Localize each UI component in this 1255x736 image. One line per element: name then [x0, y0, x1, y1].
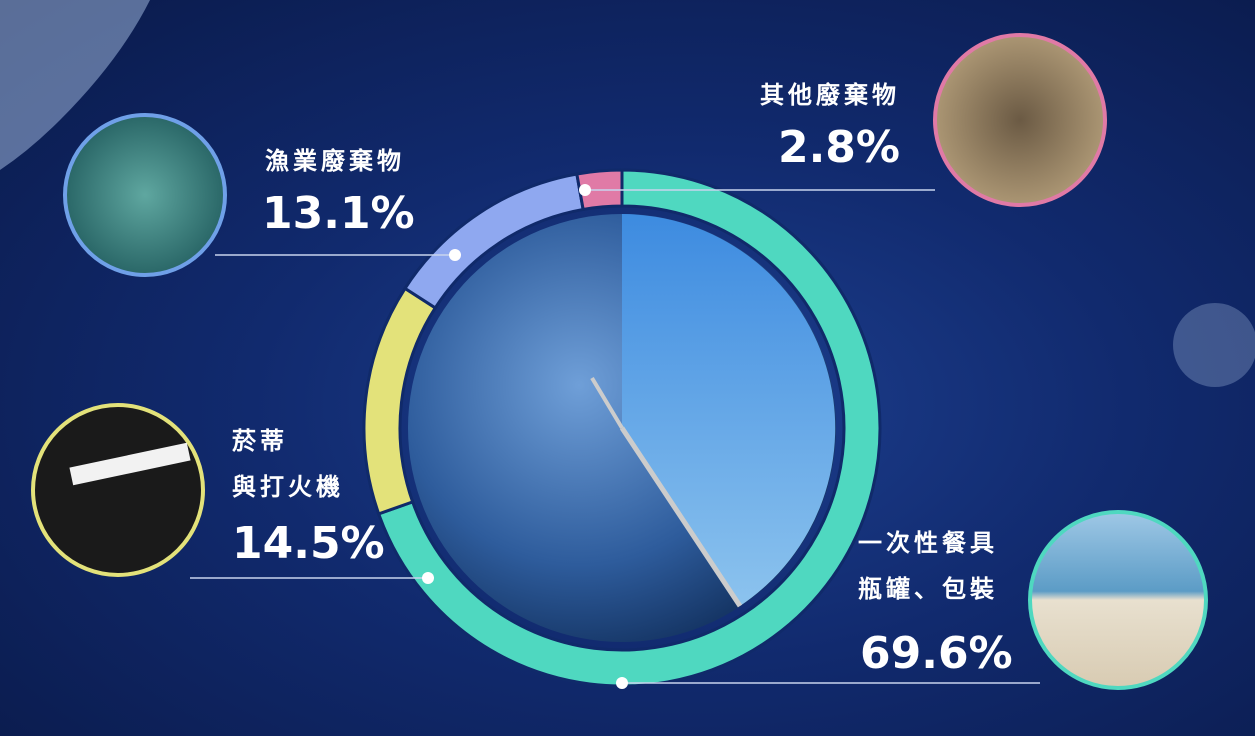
value-label: 2.8% [777, 122, 900, 173]
decor [1173, 303, 1255, 387]
value-label: 13.1% [262, 188, 415, 239]
leader-dot [616, 677, 628, 689]
value-label: 69.6% [860, 628, 1013, 679]
leader-dot [422, 572, 434, 584]
category-label: 其他廢棄物 [760, 81, 900, 109]
decor [0, 0, 150, 170]
category-label: 一次性餐具 瓶罐、包裝 [858, 529, 998, 603]
net-photo [63, 113, 227, 277]
bottle-photo [1028, 510, 1208, 690]
clock-hand [619, 426, 743, 608]
cigarette-photo [31, 403, 205, 577]
clock-hand [590, 376, 624, 430]
leader-dot [579, 184, 591, 196]
cigarette [69, 442, 191, 486]
leader-dot [449, 249, 461, 261]
donut-segment [376, 168, 882, 688]
tire-photo [933, 33, 1107, 207]
category-label: 漁業廢棄物 [265, 147, 405, 175]
value-label: 14.5% [232, 518, 385, 569]
category-label: 菸蒂 與打火機 [232, 427, 344, 501]
